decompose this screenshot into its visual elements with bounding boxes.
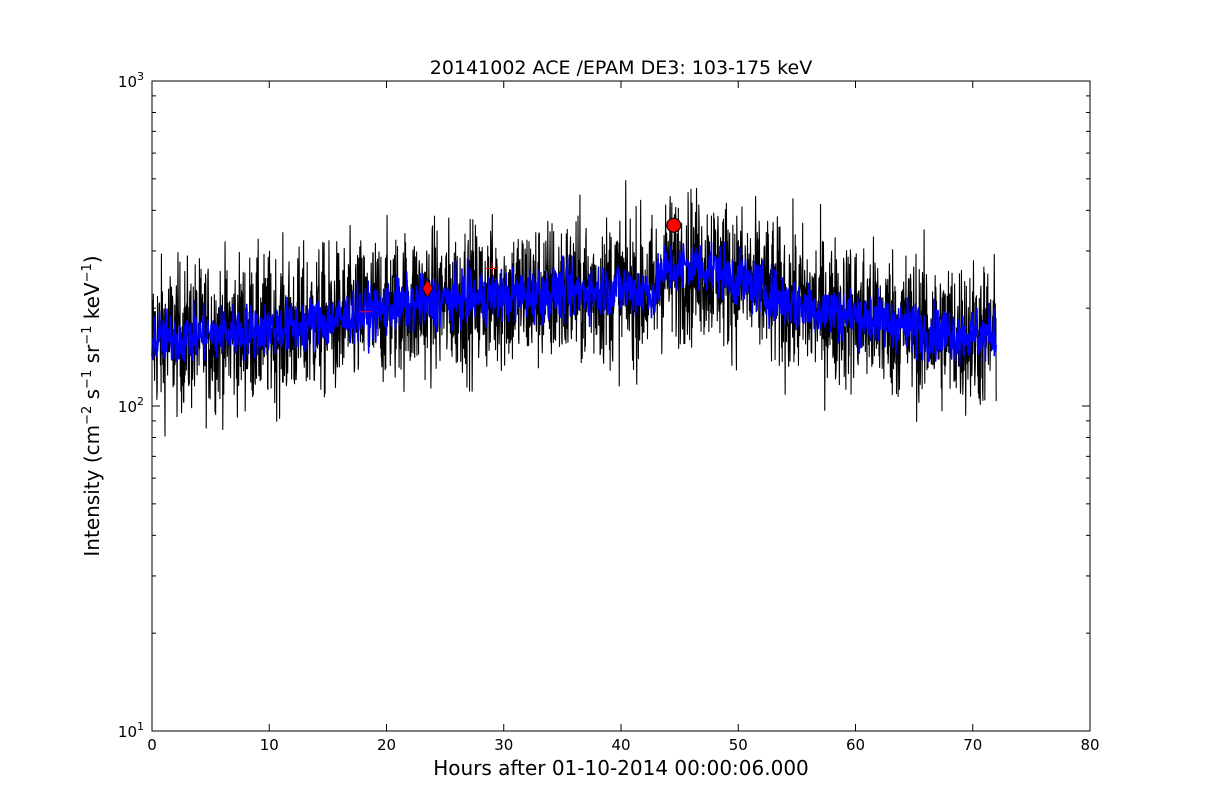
marker-plus xyxy=(486,262,499,275)
marker-diamond xyxy=(422,278,433,299)
y-label-exp-4: −1 xyxy=(80,263,95,282)
x-tick-label: 30 xyxy=(494,736,513,754)
marker-peak-circle xyxy=(666,217,682,233)
x-tick-label: 10 xyxy=(260,736,279,754)
x-axis-label: Hours after 01-10-2014 00:00:06.000 xyxy=(433,756,809,780)
y-label-exp-2: −1 xyxy=(80,370,95,389)
y-label-exp-1: −2 xyxy=(80,406,95,425)
x-tick-label: 0 xyxy=(147,736,157,754)
y-tick-label: 102 xyxy=(118,395,144,416)
x-tick-label: 70 xyxy=(963,736,982,754)
y-label-post: ) xyxy=(80,255,104,263)
x-tick-label: 80 xyxy=(1080,736,1099,754)
y-tick-label-base: 10 xyxy=(118,723,137,741)
marker-plus xyxy=(359,305,372,318)
y-label-sr: sr xyxy=(80,344,104,370)
plot-area xyxy=(151,180,997,437)
y-label-pre: Intensity (cm xyxy=(80,425,104,557)
y-label-s: s xyxy=(80,389,104,406)
x-tick-label: 40 xyxy=(611,736,630,754)
x-tick-label: 50 xyxy=(729,736,748,754)
y-label-exp-3: −1 xyxy=(80,326,95,345)
y-label-kev: keV xyxy=(80,282,104,326)
y-axis-label: Intensity (cm−2 s−1 sr−1 keV−1) xyxy=(80,255,104,556)
y-tick-label-exponent: 1 xyxy=(137,720,144,733)
series-smoothed-intensity xyxy=(151,241,997,367)
x-tick-label: 20 xyxy=(377,736,396,754)
y-tick-label-base: 10 xyxy=(118,398,137,416)
y-tick-label-exponent: 2 xyxy=(137,395,144,408)
y-tick-label: 103 xyxy=(118,70,144,91)
y-tick-label-exponent: 3 xyxy=(137,70,144,83)
y-tick-label: 101 xyxy=(118,720,144,741)
y-tick-label-base: 10 xyxy=(118,73,137,91)
plot-frame xyxy=(151,80,1091,732)
x-tick-label: 60 xyxy=(846,736,865,754)
chart-title: 20141002 ACE /EPAM DE3: 103-175 keV xyxy=(430,57,812,79)
